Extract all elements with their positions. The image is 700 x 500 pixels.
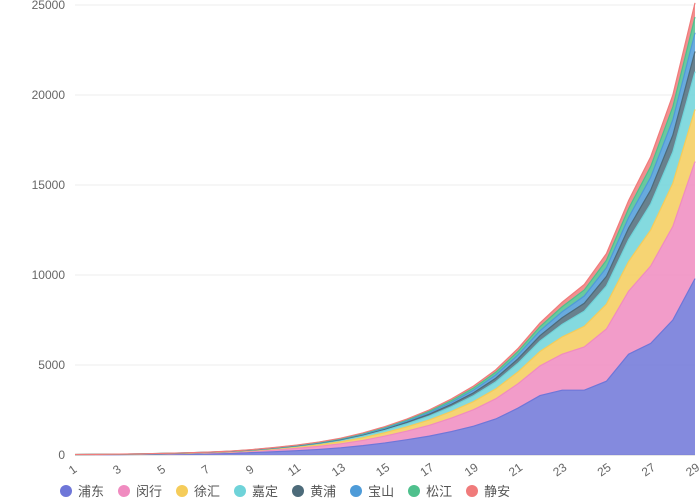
legend-item-嘉定[interactable]: 嘉定 <box>234 481 278 500</box>
x-tick-label: 11 <box>285 460 304 479</box>
x-tick-label: 3 <box>110 462 124 477</box>
legend-label: 闵行 <box>136 481 162 500</box>
legend-swatch <box>408 485 420 497</box>
legend-swatch <box>350 485 362 497</box>
legend-item-黄浦[interactable]: 黄浦 <box>292 481 336 500</box>
stacked-area-chart: 0500010000150002000025000135791113151719… <box>0 0 700 500</box>
legend-label: 嘉定 <box>252 481 278 500</box>
legend-item-宝山[interactable]: 宝山 <box>350 481 394 500</box>
x-tick-label: 27 <box>639 460 658 479</box>
legend-item-浦东[interactable]: 浦东 <box>60 481 104 500</box>
legend-label: 静安 <box>484 481 510 500</box>
legend-swatch <box>176 485 188 497</box>
x-tick-label: 9 <box>243 462 257 477</box>
legend-item-徐汇[interactable]: 徐汇 <box>176 481 220 500</box>
legend-swatch <box>234 485 246 497</box>
legend-swatch <box>292 485 304 497</box>
y-tick-label: 25000 <box>32 0 66 12</box>
legend-swatch <box>466 485 478 497</box>
x-tick-label: 5 <box>155 462 169 477</box>
legend-item-闵行[interactable]: 闵行 <box>118 481 162 500</box>
legend: 浦东 闵行 徐汇 嘉定 黄浦 宝山 松江 静安 <box>60 481 680 500</box>
x-tick-label: 19 <box>462 460 481 479</box>
x-tick-label: 21 <box>506 460 525 479</box>
legend-label: 松江 <box>426 481 452 500</box>
legend-swatch <box>118 485 130 497</box>
y-tick-label: 20000 <box>32 88 66 102</box>
legend-label: 黄浦 <box>310 481 336 500</box>
x-tick-label: 13 <box>329 460 348 479</box>
x-tick-label: 25 <box>595 460 614 479</box>
x-tick-label: 15 <box>373 460 392 479</box>
y-tick-label: 0 <box>58 448 65 462</box>
legend-label: 浦东 <box>78 481 104 500</box>
x-tick-label: 29 <box>683 460 700 479</box>
x-tick-label: 17 <box>418 460 437 479</box>
legend-label: 徐汇 <box>194 481 220 500</box>
legend-item-松江[interactable]: 松江 <box>408 481 452 500</box>
y-tick-label: 5000 <box>38 358 65 372</box>
x-tick-label: 7 <box>199 462 213 477</box>
legend-label: 宝山 <box>368 481 394 500</box>
legend-item-静安[interactable]: 静安 <box>466 481 510 500</box>
x-tick-label: 23 <box>550 460 569 479</box>
y-tick-label: 10000 <box>32 268 66 282</box>
legend-swatch <box>60 485 72 497</box>
x-tick-label: 1 <box>66 462 80 477</box>
y-tick-label: 15000 <box>32 178 66 192</box>
